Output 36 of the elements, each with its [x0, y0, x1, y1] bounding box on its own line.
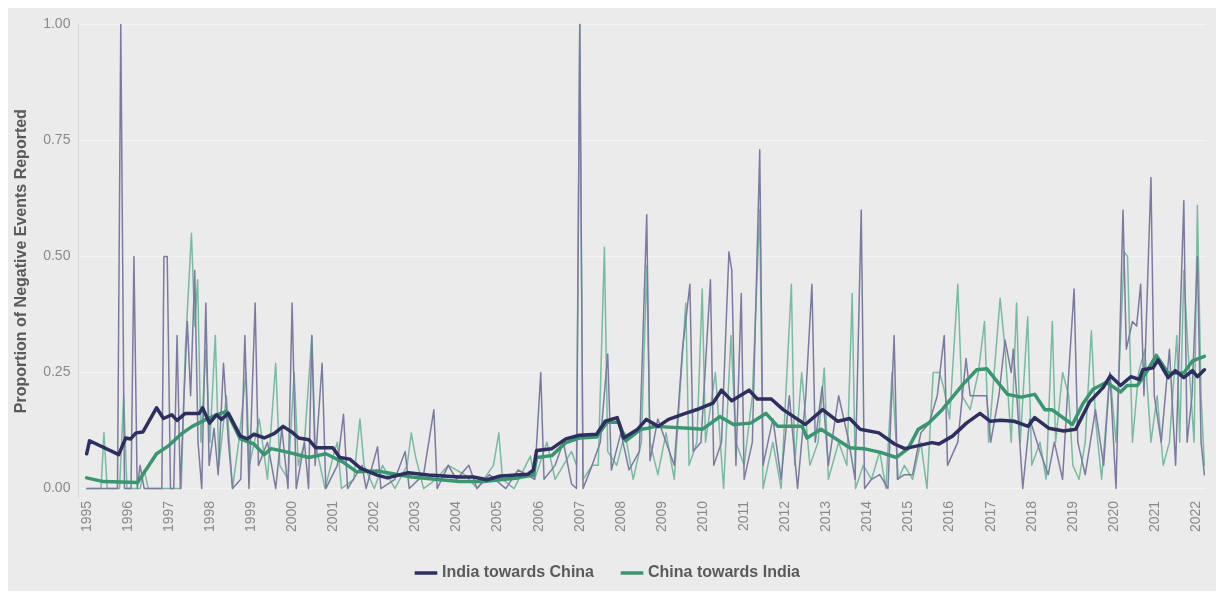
x-tick-label: 2015	[899, 500, 916, 533]
x-tick-label: 1995	[77, 500, 94, 533]
x-tick-label: 2008	[611, 500, 628, 533]
x-tick-label: 2007	[570, 500, 587, 533]
x-tick-label: 2020	[1104, 500, 1121, 533]
legend-label: India towards China	[441, 563, 595, 581]
x-tick-label: 2006	[529, 500, 546, 533]
x-tick-label: 1996	[118, 500, 135, 533]
y-axis-title: Proportion of Negative Events Reported	[12, 109, 30, 414]
x-tick-label: 1999	[241, 500, 258, 533]
y-tick-label: 0.50	[43, 247, 71, 264]
x-tick-label: 2000	[282, 500, 299, 533]
x-tick-label: 2019	[1063, 500, 1080, 533]
y-tick-label: 1.00	[43, 15, 71, 32]
x-tick-label: 2017	[981, 500, 998, 533]
x-tick-label: 2021	[1145, 500, 1162, 533]
x-tick-label: 1998	[200, 500, 217, 533]
x-tick-label: 2005	[488, 500, 505, 533]
y-tick-label: 0.75	[43, 131, 71, 148]
x-tick-label: 2013	[817, 500, 834, 533]
x-tick-label: 2002	[365, 500, 382, 533]
x-tick-label: 1997	[159, 500, 176, 533]
x-tick-label: 2016	[940, 500, 957, 533]
y-tick-label: 0.25	[43, 363, 71, 380]
legend-label: China towards India	[648, 563, 801, 581]
x-tick-label: 2011	[734, 500, 751, 531]
y-tick-label: 0.00	[43, 479, 71, 496]
x-tick-label: 2003	[406, 500, 423, 533]
x-tick-label: 2022	[1187, 500, 1203, 533]
x-tick-label: 2004	[447, 500, 464, 533]
x-tick-label: 2012	[776, 500, 793, 533]
x-tick-label: 2014	[858, 500, 875, 533]
x-tick-label: 2009	[652, 500, 669, 533]
x-tick-label: 2001	[324, 500, 341, 533]
x-tick-label: 2018	[1022, 500, 1039, 533]
x-tick-label: 2010	[693, 500, 710, 533]
